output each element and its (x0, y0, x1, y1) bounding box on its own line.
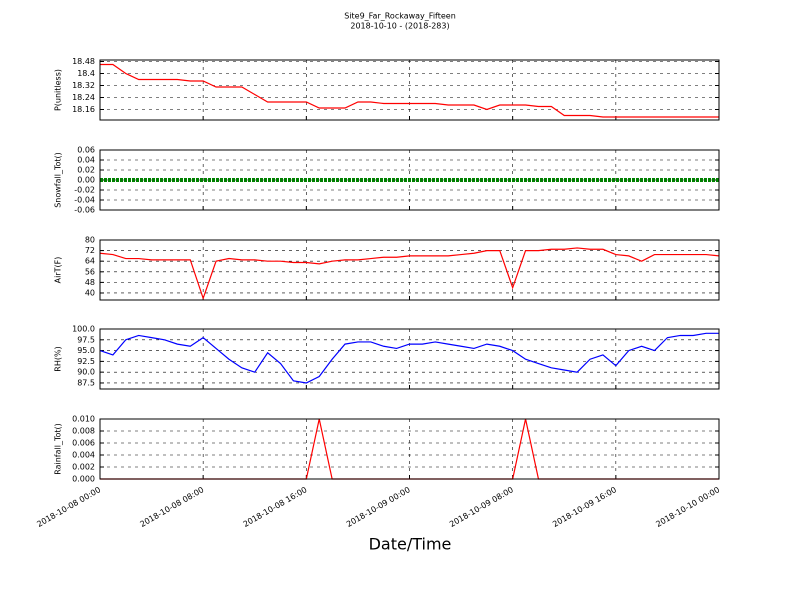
y-tick-label: 100.0 (72, 325, 95, 334)
y-tick-label: 0.010 (72, 415, 95, 424)
y-tick-label: -0.02 (74, 186, 95, 195)
chart-title: Site9_Far_Rockaway_Fifteen (344, 12, 456, 21)
y-tick-label: 18.24 (72, 93, 95, 102)
y-tick-label: 18.16 (72, 105, 95, 114)
y-tick-label: 95.0 (77, 346, 95, 355)
y-tick-label: 0.02 (77, 166, 95, 175)
y-tick-label: 18.32 (72, 81, 95, 90)
chart-subtitle: 2018-10-10 - (2018-283) (350, 22, 449, 31)
plot-frame (99, 418, 720, 480)
y-tick-label: 97.5 (77, 335, 95, 344)
data-line (100, 63, 719, 118)
y-tick-label: 0.00 (77, 176, 95, 185)
y-tick-label: 92.5 (77, 357, 95, 366)
y-axis-label: P(unitless) (54, 69, 63, 111)
panel: 18.16 18.24 18.32 18.4 18.48 (72, 57, 720, 120)
y-tick-label: 87.5 (77, 378, 95, 387)
y-tick-label: 18.48 (72, 57, 95, 66)
y-tick-label: 0.04 (77, 156, 95, 165)
y-tick-label: 48 (85, 278, 95, 287)
plot-frame (99, 149, 720, 211)
y-tick-label: 56 (85, 267, 95, 276)
y-axis-label: RH(%) (54, 346, 63, 371)
plot-frame (99, 59, 720, 121)
y-tick-label: 0.008 (72, 427, 95, 436)
y-axis-label: Snowfall_Tot() (54, 152, 63, 208)
y-tick-label: -0.04 (74, 196, 95, 205)
y-tick-label: 64 (85, 257, 95, 266)
x-axis-label: Date/Time (369, 535, 452, 554)
y-tick-label: 0.004 (72, 451, 95, 460)
plot-frame (99, 239, 720, 301)
data-line (99, 332, 719, 384)
y-tick-label: 0.002 (72, 463, 95, 472)
y-tick-label: 40 (85, 288, 95, 297)
y-tick-label: 80 (85, 236, 95, 245)
plot-frame (99, 328, 720, 390)
y-tick-label: 0.000 (72, 475, 95, 484)
y-axis-label: AirT(F) (54, 257, 63, 284)
y-tick-label: 90.0 (77, 368, 95, 377)
y-tick-label: -0.06 (74, 206, 95, 215)
y-tick-label: 0.06 (77, 146, 95, 155)
y-tick-label: 0.006 (72, 439, 95, 448)
y-tick-label: 72 (85, 246, 95, 255)
y-axis-label: Rainfall_Tot() (54, 423, 63, 475)
y-tick-label: 18.4 (77, 69, 95, 78)
data-line (99, 247, 720, 301)
